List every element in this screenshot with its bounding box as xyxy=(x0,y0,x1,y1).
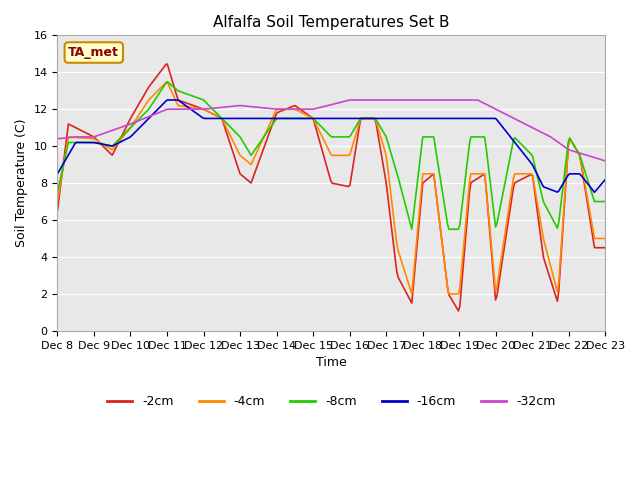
Text: TA_met: TA_met xyxy=(68,46,119,59)
Legend: -2cm, -4cm, -8cm, -16cm, -32cm: -2cm, -4cm, -8cm, -16cm, -32cm xyxy=(102,390,561,413)
Y-axis label: Soil Temperature (C): Soil Temperature (C) xyxy=(15,119,28,247)
X-axis label: Time: Time xyxy=(316,356,347,369)
Title: Alfalfa Soil Temperatures Set B: Alfalfa Soil Temperatures Set B xyxy=(213,15,450,30)
